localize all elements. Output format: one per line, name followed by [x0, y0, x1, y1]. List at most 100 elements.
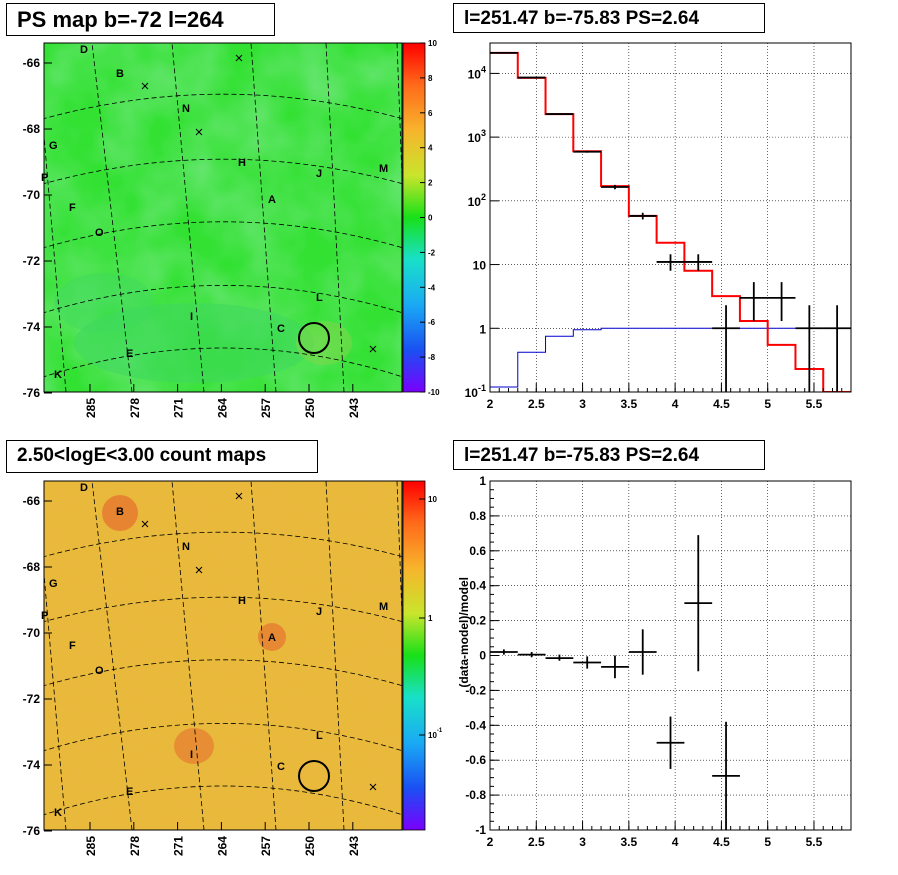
lon-tick-label: 278	[128, 398, 142, 418]
latitude-line	[44, 785, 402, 816]
longitude-line	[396, 481, 402, 626]
cross-marker	[235, 54, 243, 62]
data-point	[628, 212, 657, 220]
lat-tick-label: -74	[23, 758, 41, 772]
residual-point	[490, 649, 518, 655]
plot-frame	[489, 42, 852, 393]
colorbar-label: 10	[428, 39, 437, 48]
x-tick-label: 4.5	[713, 835, 730, 849]
data-point	[517, 76, 546, 79]
cross-marker	[369, 345, 377, 353]
data-point	[767, 282, 796, 322]
source-label: F	[69, 640, 76, 652]
source-label: P	[41, 610, 48, 622]
lon-tick-label: 250	[303, 398, 317, 418]
lon-tick-label: 243	[347, 836, 361, 856]
x-tick-label: 3.5	[621, 397, 638, 411]
map-hotspot	[258, 623, 286, 651]
y-axis-label: (data-model)/model	[457, 577, 471, 688]
y-tick-label: 103	[468, 128, 486, 145]
cross-marker	[235, 492, 243, 500]
y-tick-label: 1	[479, 322, 486, 336]
map-image	[44, 43, 402, 392]
lon-tick-label: 278	[128, 836, 142, 856]
source-label: L	[316, 292, 323, 304]
colorbar-label: -8	[428, 353, 436, 362]
lat-tick-label: -72	[23, 254, 41, 268]
graticule	[44, 43, 402, 392]
longitude-line	[44, 131, 67, 392]
y-tick-label: 102	[468, 192, 486, 209]
data-point	[490, 51, 518, 54]
latitude-line	[44, 93, 402, 120]
residual-point	[656, 716, 685, 769]
plot-area	[490, 51, 851, 392]
lon-tick-label: 243	[347, 398, 361, 418]
x-tick-label: 3.5	[621, 835, 638, 849]
map-hotspot	[174, 728, 214, 764]
lat-tick-label: -68	[23, 560, 41, 574]
y-tick-label: -0.2	[465, 683, 486, 697]
y-tick-label: 0.6	[469, 544, 486, 558]
map-region	[54, 273, 154, 333]
grid	[490, 43, 851, 392]
x-tick-label: 2.5	[528, 397, 545, 411]
x-tick-label: 3	[579, 397, 586, 411]
residual-panel: 2 2.5 3 3.5 4 4.5 5 5.5 1 0.8 0.6 0.4 0.2 0 -0.2 -0.4 -0…	[457, 474, 852, 849]
colorbar-label: 10-1	[428, 728, 443, 740]
residual-point	[684, 535, 713, 672]
source-label: O	[95, 665, 104, 677]
background-model-line	[490, 327, 851, 388]
y-tick-label: 0.4	[469, 579, 486, 593]
map-texture	[44, 481, 402, 830]
map-image	[44, 481, 402, 830]
count-map-panel: D B N G H P J M F A O L I C E K -66 -68 -70 -72 -74 -76 285 278…	[23, 480, 443, 856]
y-tick-label: -1	[475, 823, 486, 837]
colorbar-label: -10	[428, 388, 440, 397]
cross-marker	[369, 783, 377, 791]
residual-point	[601, 655, 629, 679]
source-label: I	[190, 749, 193, 761]
lon-tick-label: 257	[259, 836, 273, 856]
residual-point	[712, 721, 740, 830]
x-tick-label: 2.5	[528, 835, 545, 849]
data-point	[656, 254, 685, 271]
lon-tick-label: 271	[172, 836, 186, 856]
data-point	[712, 305, 740, 392]
latitude-line	[44, 285, 402, 314]
latitude-line	[44, 158, 402, 185]
lon-tick-label: 264	[215, 836, 229, 856]
longitude-line	[250, 481, 277, 830]
lon-tick-label: 271	[172, 398, 186, 418]
source-label: N	[182, 103, 190, 115]
data-point	[601, 184, 629, 190]
source-label: I	[190, 311, 193, 323]
residual-point	[517, 652, 546, 658]
longitude-line	[91, 43, 133, 392]
source-label: G	[49, 140, 58, 152]
colorbar-label: 2	[428, 179, 433, 188]
y-tick-label: 1	[479, 474, 486, 488]
source-label: O	[95, 227, 104, 239]
x-tick-label: 5	[764, 397, 771, 411]
source-label: D	[80, 44, 88, 56]
residual-point	[573, 656, 602, 669]
target-circle	[298, 760, 330, 792]
source-label: H	[238, 157, 246, 169]
lon-tick-label: 285	[84, 836, 98, 856]
data-point	[545, 113, 574, 115]
source-label: J	[316, 168, 322, 180]
spectrum-title: l=251.47 b=-75.83 PS=2.64	[453, 3, 765, 33]
ps-map-title: PS map b=-72 l=264	[6, 3, 275, 36]
lat-tick-label: -68	[23, 122, 41, 136]
data-point	[795, 305, 824, 392]
map-region	[296, 321, 352, 365]
x-tick-label: 2	[487, 835, 494, 849]
data-point	[573, 150, 602, 153]
lon-tick-label: 257	[259, 398, 273, 418]
longitude-line	[325, 481, 345, 830]
colorbar-label: -4	[428, 283, 436, 292]
colorbar-label: 6	[428, 109, 433, 118]
latitude-line	[44, 347, 402, 378]
